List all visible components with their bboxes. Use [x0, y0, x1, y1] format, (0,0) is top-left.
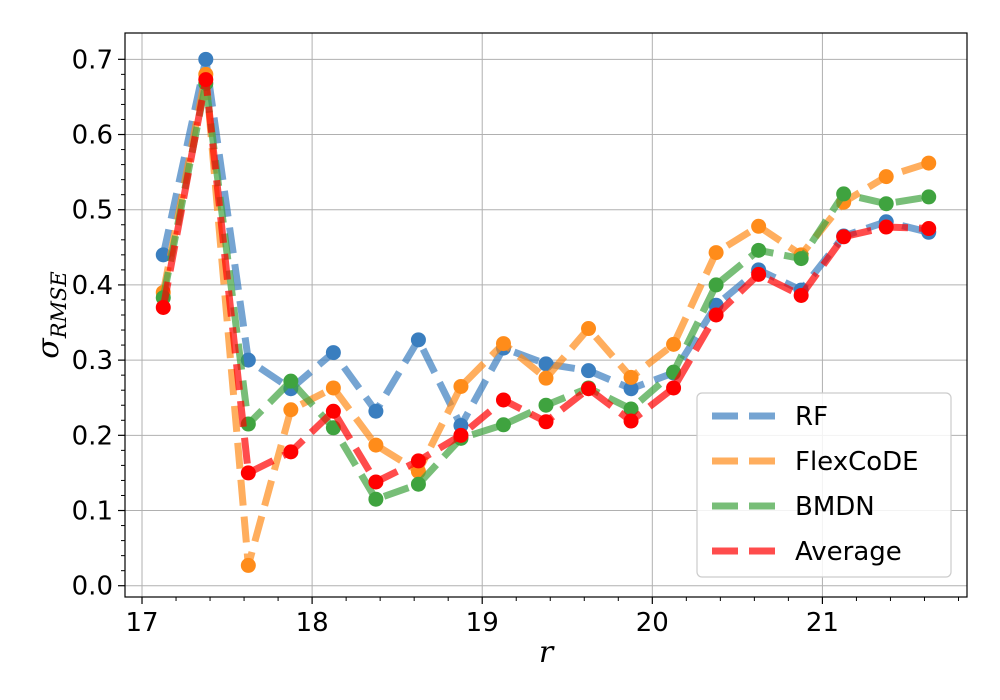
data-point-rf: [410, 332, 426, 348]
data-point-bmdn: [495, 417, 511, 433]
data-point-flexcode: [240, 557, 256, 573]
data-point-flexcode: [666, 336, 682, 352]
data-point-rf: [155, 247, 171, 263]
data-point-average: [836, 229, 852, 245]
data-point-flexcode: [581, 321, 597, 337]
data-point-average: [793, 287, 809, 303]
data-point-rf: [240, 352, 256, 368]
data-point-flexcode: [878, 169, 894, 185]
grid-lines: [125, 33, 967, 597]
data-point-flexcode: [325, 380, 341, 396]
data-point-average: [283, 444, 299, 460]
data-point-bmdn: [410, 476, 426, 492]
data-point-average: [666, 380, 682, 396]
series-average: [155, 72, 937, 490]
data-point-flexcode: [921, 155, 937, 171]
data-point-bmdn: [878, 196, 894, 212]
data-point-rf: [325, 345, 341, 361]
data-point-average: [198, 72, 214, 88]
y-tick-label: 0.1: [72, 497, 113, 527]
data-point-bmdn: [368, 491, 384, 507]
x-tick-label: 21: [806, 608, 839, 638]
y-tick-label: 0.2: [72, 421, 113, 451]
y-axis-label-subscript: RMSE: [47, 271, 71, 339]
data-point-bmdn: [836, 186, 852, 202]
data-point-average: [538, 414, 554, 430]
data-point-flexcode: [368, 437, 384, 453]
data-point-bmdn: [708, 277, 724, 293]
data-point-average: [155, 299, 171, 315]
data-point-rf: [623, 381, 639, 397]
data-point-average: [623, 413, 639, 429]
legend-label-bmdn: BMDN: [795, 492, 875, 522]
data-point-rf: [538, 356, 554, 372]
legend-label-average: Average: [795, 537, 902, 567]
data-point-average: [495, 392, 511, 408]
legend: RF FlexCoDE BMDN Average: [696, 392, 952, 578]
data-point-flexcode: [283, 402, 299, 418]
data-point-bmdn: [751, 242, 767, 258]
data-point-flexcode: [751, 218, 767, 234]
data-point-flexcode: [623, 369, 639, 385]
data-point-average: [410, 453, 426, 469]
data-point-average: [368, 474, 384, 490]
data-point-average: [921, 221, 937, 237]
data-point-bmdn: [538, 397, 554, 413]
data-point-average: [240, 465, 256, 481]
legend-frame: [696, 392, 952, 578]
data-point-rf: [198, 51, 214, 67]
data-point-average: [878, 219, 894, 235]
data-point-average: [708, 307, 724, 323]
data-point-rf: [581, 363, 597, 379]
x-axis-label: r: [539, 635, 555, 670]
data-point-flexcode: [708, 245, 724, 261]
data-point-average: [453, 427, 469, 443]
y-tick-label: 0.0: [72, 572, 113, 602]
data-point-flexcode: [538, 370, 554, 386]
data-point-average: [325, 403, 341, 419]
y-tick-label: 0.5: [72, 196, 113, 226]
data-point-bmdn: [921, 189, 937, 205]
data-point-flexcode: [495, 336, 511, 352]
legend-label-rf: RF: [795, 402, 828, 432]
data-point-bmdn: [793, 251, 809, 267]
axis-ticks: 17 18 19 20 21 0.0 0.1 0.2 0.3 0.4 0.5 0.6 0.7: [72, 45, 959, 638]
y-tick-label: 0.7: [72, 45, 113, 75]
x-tick-label: 20: [636, 608, 669, 638]
y-tick-label: 0.3: [72, 346, 113, 376]
data-point-average: [751, 266, 767, 282]
data-point-flexcode: [453, 378, 469, 394]
x-tick-label: 19: [466, 608, 499, 638]
y-tick-label: 0.6: [72, 121, 113, 151]
legend-label-flexcode: FlexCoDE: [795, 447, 919, 477]
data-point-rf: [368, 403, 384, 419]
x-tick-label: 17: [125, 608, 158, 638]
data-point-bmdn: [283, 373, 299, 389]
series-layer: [155, 51, 937, 573]
y-axis-label: σRMSE: [31, 271, 71, 359]
data-point-bmdn: [623, 401, 639, 417]
y-tick-label: 0.4: [72, 271, 113, 301]
x-tick-label: 18: [296, 608, 329, 638]
data-point-average: [581, 381, 597, 397]
